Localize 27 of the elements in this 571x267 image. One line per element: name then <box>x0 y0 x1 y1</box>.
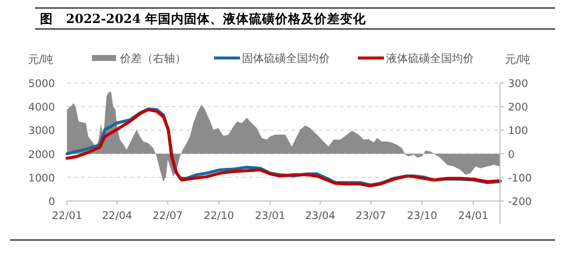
y-axis-title: 元/吨 <box>28 53 54 66</box>
x-tick-label: 22/07 <box>152 210 183 222</box>
y-tick-label: 0 <box>48 196 55 208</box>
y2-tick-label: 0 <box>508 148 515 161</box>
legend-label: 价差（右轴） <box>119 52 186 65</box>
y-tick-label: 4000 <box>28 102 55 114</box>
y-tick-label: 3000 <box>28 125 55 138</box>
legend-label: 固体硫磺全国均价 <box>242 52 330 65</box>
x-tick-label: 23/10 <box>406 210 438 222</box>
y-tick-label: 1000 <box>28 172 55 184</box>
y-tick-label: 5000 <box>28 78 55 90</box>
x-tick-label: 23/07 <box>356 210 386 222</box>
x-tick-label: 22/01 <box>52 210 82 222</box>
chart-title: 图 2022-2024 年国内固体、液体硫磺价格及价差变化 <box>40 11 368 26</box>
legend-label: 液体硫磺全国均价 <box>386 52 474 65</box>
y2-tick-label: -100 <box>508 172 532 184</box>
x-tick-label: 22/04 <box>102 210 133 222</box>
x-tick-label: 24/01 <box>458 210 488 222</box>
x-tick-label: 22/10 <box>204 210 234 222</box>
y2-axis-title: 元/吨 <box>505 53 531 66</box>
y2-tick-label: 100 <box>508 125 528 138</box>
x-tick-label: 23/01 <box>255 210 286 222</box>
y2-tick-label: -200 <box>508 196 532 208</box>
y-tick-label: 2000 <box>28 148 55 161</box>
y2-tick-label: 300 <box>508 78 528 90</box>
y2-tick-label: 200 <box>508 102 528 114</box>
x-tick-label: 23/04 <box>305 210 336 222</box>
